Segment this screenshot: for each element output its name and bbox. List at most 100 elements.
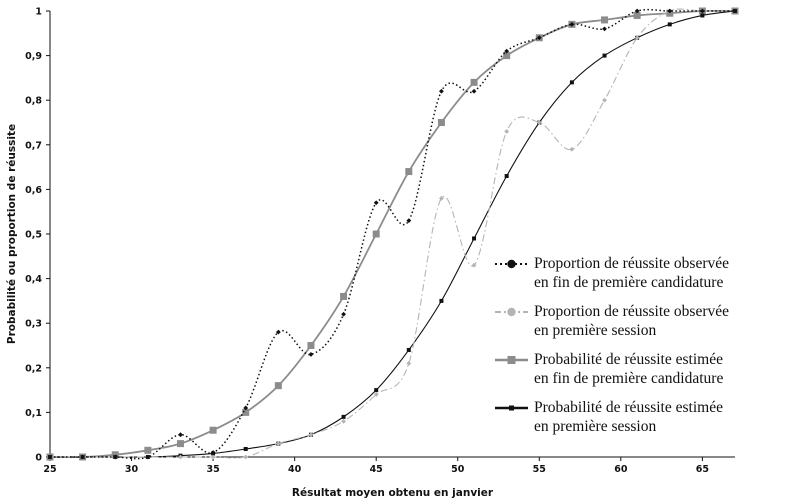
series-line <box>49 8 735 459</box>
y-tick-label: 0,8 <box>25 96 42 107</box>
data-point <box>80 454 86 460</box>
data-point <box>210 450 216 455</box>
series-1 <box>47 8 738 460</box>
y-axis-ticks: 0 0,1 0,2 0,3 0,4 0,5 0,6 0,7 0,8 0,9 1 <box>25 7 50 464</box>
series-2 <box>47 8 738 460</box>
data-point <box>373 392 379 397</box>
y-tick-label: 1 <box>35 7 42 18</box>
series-layer <box>46 7 739 461</box>
legend-label: en première session <box>534 418 656 435</box>
data-point <box>210 454 216 460</box>
y-tick-label: 0,4 <box>25 274 42 285</box>
data-point <box>569 80 574 85</box>
data-point <box>112 454 118 460</box>
data-point <box>308 432 314 438</box>
y-tick-label: 0,9 <box>25 51 42 62</box>
data-point <box>373 200 379 206</box>
data-point <box>437 119 445 126</box>
data-point <box>275 441 281 447</box>
data-point <box>178 432 183 438</box>
y-tick-label: 0,5 <box>25 230 42 241</box>
data-point <box>439 298 444 303</box>
data-point <box>569 21 575 27</box>
x-tick-label: 45 <box>370 464 383 475</box>
data-point <box>308 352 314 357</box>
legend-label: en première session <box>534 322 656 339</box>
data-point <box>406 347 411 352</box>
x-tick-label: 60 <box>614 464 628 475</box>
series-4 <box>48 9 737 459</box>
data-point <box>472 236 477 241</box>
data-point <box>504 48 510 54</box>
legend-item: Probabilité de réussite estimée en premiè… <box>495 399 723 435</box>
y-axis-title: Probabilité ou proportion de réussite <box>6 124 18 344</box>
data-point <box>569 146 575 152</box>
legend-label: Proportion de réussite observée <box>534 303 729 320</box>
legend-item: Proportion de réussite observée en fin de… <box>495 255 729 291</box>
data-point <box>504 174 509 179</box>
data-point <box>699 8 705 14</box>
data-point <box>536 120 542 125</box>
data-point <box>341 311 346 317</box>
data-point <box>667 8 673 14</box>
data-point <box>406 218 412 224</box>
legend-label: Probabilité de réussite estimée <box>534 399 723 416</box>
data-point <box>634 35 640 41</box>
data-point <box>178 454 183 460</box>
data-point <box>145 454 151 460</box>
data-point <box>504 129 510 134</box>
data-point <box>275 329 281 335</box>
data-point <box>602 97 607 103</box>
data-point <box>633 11 641 19</box>
data-point <box>503 52 511 60</box>
data-point <box>667 22 672 27</box>
data-point <box>602 26 607 32</box>
data-point <box>372 230 380 238</box>
data-point <box>341 414 346 419</box>
data-point <box>471 262 477 268</box>
x-tick-label: 40 <box>288 464 302 475</box>
legend-marker <box>507 307 516 317</box>
data-point <box>144 446 152 454</box>
data-point <box>439 195 444 201</box>
x-tick-label: 30 <box>125 464 139 475</box>
legend-label: en fin de première candidature <box>534 370 723 387</box>
y-tick-label: 0,1 <box>25 408 42 419</box>
legend-marker <box>507 356 516 364</box>
legend-marker <box>509 405 514 411</box>
x-tick-label: 50 <box>451 464 465 475</box>
data-point <box>242 408 250 416</box>
x-tick-label: 55 <box>533 464 546 475</box>
data-point <box>601 16 609 24</box>
data-point <box>243 446 248 451</box>
y-tick-label: 0,2 <box>25 363 42 374</box>
data-point <box>274 382 282 390</box>
data-point <box>209 426 217 434</box>
data-point <box>634 8 640 14</box>
x-tick-label: 65 <box>696 464 709 475</box>
series-line <box>49 8 735 460</box>
y-tick-label: 0,3 <box>25 319 42 330</box>
legend-item: Proportion de réussite observée en premiè… <box>495 303 729 339</box>
x-axis-title: Résultat moyen obtenu en janvier <box>292 487 494 499</box>
data-point <box>243 405 249 411</box>
data-point <box>700 13 705 18</box>
x-tick-label: 25 <box>43 464 56 475</box>
data-point <box>243 454 249 460</box>
data-point <box>47 454 53 460</box>
data-point <box>536 35 542 41</box>
data-point <box>307 342 315 349</box>
y-tick-label: 0 <box>35 453 42 464</box>
legend-label: en fin de première candidature <box>534 274 723 291</box>
series-line <box>49 10 736 458</box>
data-point <box>406 360 412 366</box>
data-point <box>340 292 348 300</box>
legend-marker <box>507 259 516 269</box>
series-3 <box>46 7 739 461</box>
legend: Proportion de réussite observée en fin de… <box>495 255 729 435</box>
plot-area: 0 0,1 0,2 0,3 0,4 0,5 0,6 0,7 0,8 0,9 1 25 30 35 40 45… <box>25 7 739 475</box>
x-axis-ticks: 25 30 35 40 45 50 55 60 65 <box>43 457 709 475</box>
x-tick-label: 35 <box>206 464 219 475</box>
data-point <box>374 388 379 393</box>
